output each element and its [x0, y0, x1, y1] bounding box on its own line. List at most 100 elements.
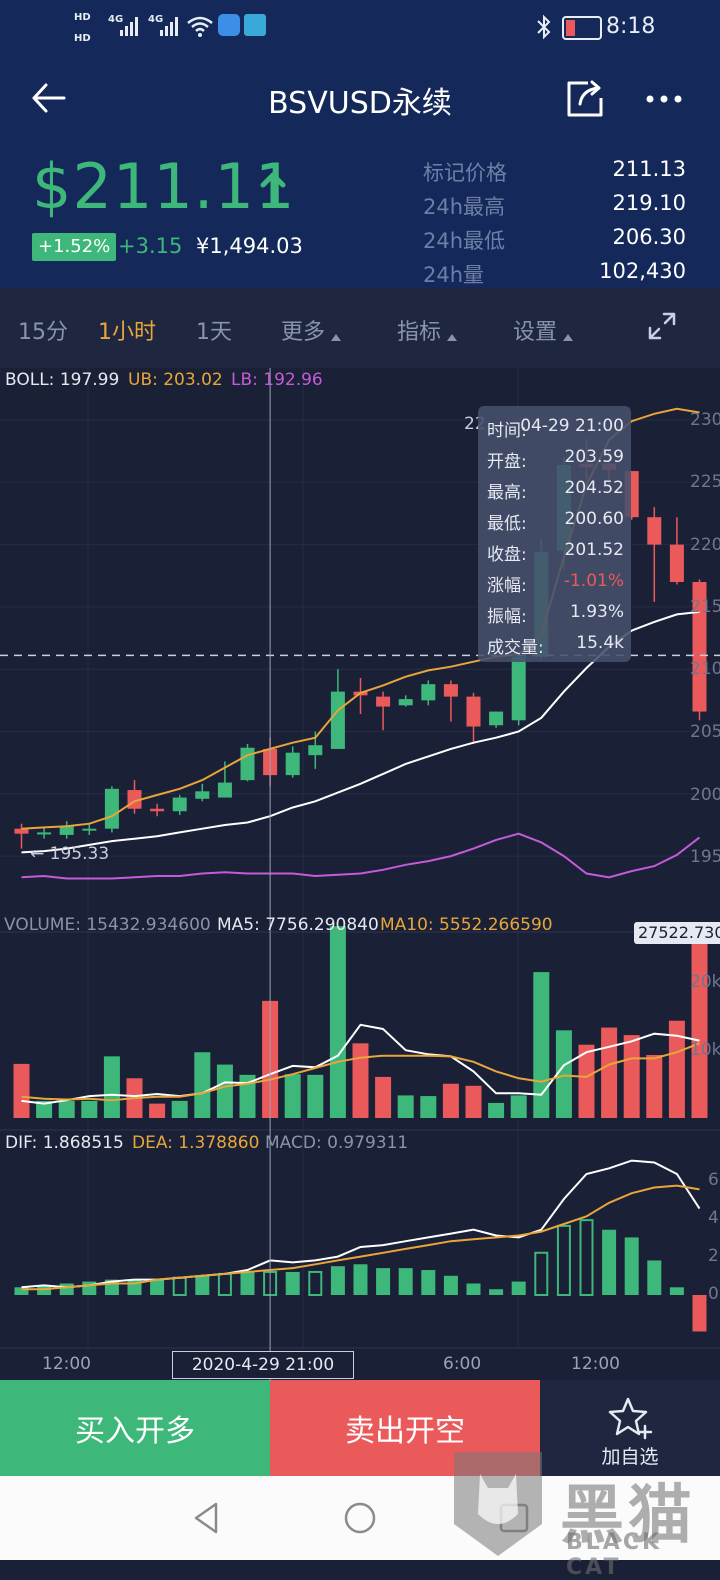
volume-bar	[646, 1054, 663, 1118]
macd-bar	[466, 1283, 481, 1295]
macd-bar	[579, 1219, 594, 1296]
settings-dropdown-label: 设置	[513, 320, 558, 345]
volume-bar	[601, 1027, 618, 1118]
candle-body	[511, 656, 526, 721]
candle-body	[172, 797, 187, 812]
macd-bar	[308, 1270, 323, 1297]
low-price-marker-value: 195.33	[49, 844, 110, 864]
stat-value-volume: 102,430	[599, 259, 686, 283]
macd-bar	[692, 1295, 707, 1332]
tooltip-low-label: 最低:	[487, 514, 527, 534]
time-axis-label-3: 12:00	[571, 1354, 620, 1374]
price-axis-225: 225	[690, 472, 720, 492]
time-axis-label-2: 6:00	[443, 1354, 482, 1374]
boll-lb-line	[21, 832, 701, 880]
tooltip-amplitude-value: 1.93%	[569, 602, 624, 622]
add-watchlist-label: 加自选	[601, 1446, 659, 1468]
price-axis-195: 195	[690, 847, 720, 867]
watermark-en: BLACK CAT	[566, 1530, 663, 1580]
macd-bar	[330, 1266, 345, 1295]
candle-body	[421, 684, 436, 701]
boll-ub-value: UB: 203.02	[128, 370, 223, 390]
price-axis-230: 230	[690, 410, 720, 430]
macd-bar	[376, 1268, 391, 1295]
candle-body	[443, 684, 458, 697]
tab-15min[interactable]: 15分	[18, 320, 68, 345]
tooltip-time-value: 04-29 21:00	[520, 416, 624, 436]
tab-1day[interactable]: 1天	[196, 320, 232, 345]
buy-long-button[interactable]: 买入开多	[0, 1380, 270, 1476]
macd-bar	[647, 1260, 662, 1295]
volume-value: VOLUME: 15432.934600	[4, 915, 211, 935]
candle-tooltip: 时间: 04-29 21:00 开盘: 203.59 最高: 204.52 最低…	[478, 406, 631, 662]
wifi-icon	[187, 16, 213, 37]
stat-value-low: 206.30	[612, 225, 686, 249]
system-nav-bar	[0, 1476, 720, 1560]
stat-value-high: 219.10	[612, 191, 686, 215]
more-dropdown[interactable]: 更多	[281, 314, 342, 346]
volume-bar	[668, 1020, 685, 1118]
add-watchlist-button[interactable]: 加自选	[540, 1380, 720, 1476]
macd-value: MACD: 0.979311	[265, 1133, 409, 1153]
battery-icon	[562, 16, 602, 40]
volume-bar	[442, 1083, 459, 1118]
volume-bar	[510, 1095, 527, 1118]
page-title: BSVUSD永续	[268, 86, 452, 121]
price-axis-210: 210	[690, 659, 720, 679]
volume-ma5-line	[21, 1023, 700, 1105]
volume-axis-10k: 10k	[690, 1040, 720, 1060]
bluetooth-icon	[537, 14, 551, 40]
macd-dea-value: DEA: 1.378860	[132, 1133, 260, 1153]
stat-value-mark: 211.13	[612, 157, 686, 181]
settings-dropdown[interactable]: 设置	[513, 314, 574, 346]
tooltip-close-value: 201.52	[564, 540, 624, 560]
tooltip-change-value: -1.01%	[563, 571, 624, 591]
candle-body	[14, 828, 29, 834]
macd-bar	[556, 1224, 571, 1297]
volume-bar	[533, 972, 550, 1118]
volume-bar	[58, 1100, 75, 1118]
fullscreen-icon[interactable]	[648, 312, 676, 340]
macd-bar	[511, 1281, 526, 1295]
stat-label-mark: 标记价格	[423, 161, 507, 185]
volume-bar	[103, 1056, 120, 1118]
candle-body	[104, 788, 119, 829]
macd-bar	[534, 1251, 549, 1297]
volume-ma10-line	[21, 1042, 700, 1102]
macd-bar	[172, 1276, 187, 1296]
macd-bar	[602, 1229, 617, 1295]
volume-bar	[194, 1052, 211, 1118]
macd-bar	[421, 1270, 436, 1295]
macd-bar	[240, 1271, 255, 1295]
nav-home-icon[interactable]	[342, 1500, 378, 1536]
tab-1hour[interactable]: 1小时	[98, 320, 156, 345]
volume-ma5-value: MA5: 7756.290840	[217, 915, 379, 935]
macd-bar	[150, 1279, 165, 1295]
indicator-dropdown-label: 指标	[397, 320, 442, 345]
more-options-icon[interactable]	[644, 92, 684, 106]
macd-axis-0: 0	[708, 1284, 719, 1304]
low-price-marker: ← 195.33	[30, 844, 110, 864]
back-arrow-icon[interactable]	[30, 80, 70, 116]
volume-bar	[13, 1063, 30, 1118]
nav-back-icon[interactable]	[190, 1500, 222, 1536]
share-icon[interactable]	[564, 78, 606, 120]
volume-bar	[691, 929, 708, 1118]
stat-label-volume: 24h量	[423, 263, 485, 287]
time-axis-label-1: 12:00	[42, 1354, 91, 1374]
macd-bar	[443, 1275, 458, 1295]
volume-ma10-value: MA10: 5552.266590	[380, 915, 553, 935]
price-axis-215: 215	[690, 597, 720, 617]
tooltip-open-value: 203.59	[564, 447, 624, 467]
indicator-dropdown[interactable]: 指标	[397, 314, 458, 346]
signal-icon-2	[160, 17, 178, 36]
tooltip-low-value: 200.60	[564, 509, 624, 529]
macd-bar	[489, 1289, 504, 1295]
candle-body	[330, 691, 345, 749]
volume-bar	[352, 1043, 369, 1118]
dropdown-caret-icon	[563, 333, 574, 341]
macd-dif-line	[21, 1159, 701, 1289]
crosshair-time-label: 2020-4-29 21:00	[172, 1351, 354, 1379]
volume-bar	[488, 1102, 505, 1118]
candle-body	[692, 581, 707, 712]
